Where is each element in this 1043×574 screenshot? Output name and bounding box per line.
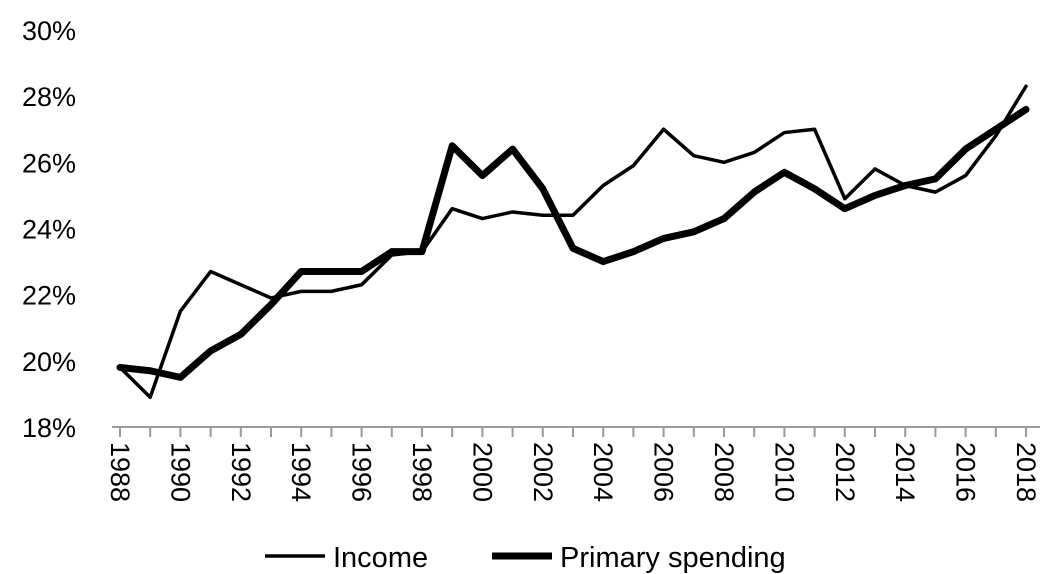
legend-item-income: Income	[333, 542, 428, 574]
y-tick-label: 18%	[22, 413, 76, 443]
y-tick-label: 24%	[22, 215, 76, 245]
x-tick-label: 2016	[951, 442, 981, 502]
x-tick-label: 2010	[769, 442, 799, 502]
series-line-income	[118, 84, 1028, 399]
x-tick-label: 1998	[407, 442, 437, 502]
x-tick-label: 2000	[467, 442, 497, 502]
x-tick-label: 2002	[528, 442, 558, 502]
x-tick-label: 2004	[588, 442, 618, 502]
series-line-primary-spending	[116, 105, 1030, 381]
x-axis-tick-labels: 1988 1990 1992 1994 1996 1998 2000 2002 2004 2006…	[105, 442, 1041, 502]
x-tick-label: 1992	[226, 442, 256, 502]
x-tick-label: 2006	[649, 442, 679, 502]
y-tick-label: 30%	[22, 16, 76, 46]
x-tick-label: 2018	[1011, 442, 1041, 502]
y-tick-label: 22%	[22, 281, 76, 311]
y-tick-label: 26%	[22, 148, 76, 178]
legend-item-primary-spending: Primary spending	[560, 542, 786, 574]
series-lines	[116, 84, 1030, 399]
x-tick-label: 2012	[830, 442, 860, 502]
x-tick-label: 2008	[709, 442, 739, 502]
legend: Income Primary spending	[265, 542, 786, 574]
x-tick-label: 1994	[286, 442, 316, 502]
x-tick-label: 1988	[105, 442, 135, 502]
y-axis-tick-labels: 18% 20% 22% 24% 26% 28% 30%	[22, 16, 76, 443]
x-tick-label: 1990	[165, 442, 195, 502]
y-tick-label: 28%	[22, 82, 76, 112]
x-axis	[112, 426, 1040, 437]
x-tick-label: 2014	[890, 442, 920, 502]
y-tick-label: 20%	[22, 347, 76, 377]
x-tick-label: 1996	[347, 442, 377, 502]
